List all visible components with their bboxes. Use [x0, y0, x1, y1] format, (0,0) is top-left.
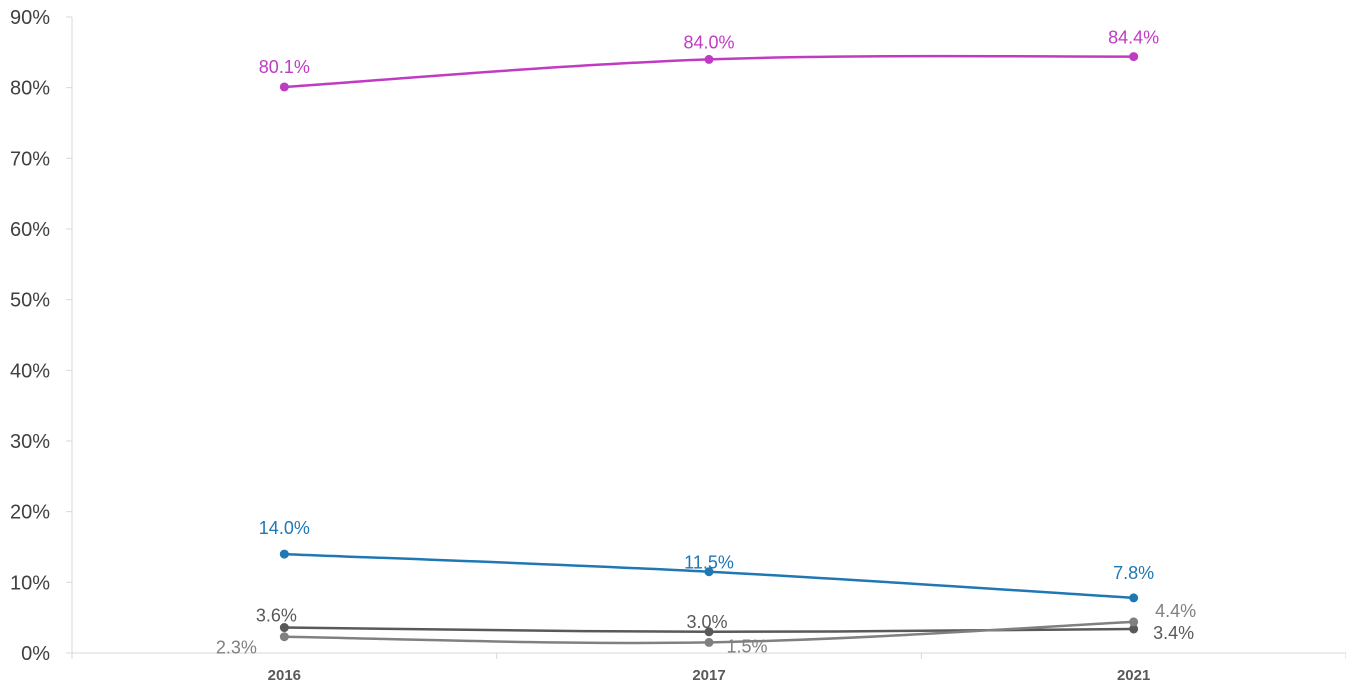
x-axis-ticks: 2016 2017 2021 — [268, 667, 1151, 684]
data-point — [1129, 52, 1139, 62]
y-tick-label: 50% — [10, 290, 50, 312]
y-tick-label: 90% — [10, 7, 50, 29]
y-tick-label: 10% — [10, 572, 50, 594]
data-label: 80.1% — [259, 57, 310, 77]
y-axis-ticks: 0% 10% 20% 30% 40% 50% 60% 70% 80% 90% — [10, 7, 72, 665]
data-point — [704, 54, 714, 64]
y-tick-label: 40% — [10, 360, 50, 382]
data-label: 11.5% — [684, 553, 734, 573]
data-point — [1129, 593, 1139, 603]
axes — [71, 17, 1346, 659]
data-label: 14.0% — [259, 518, 310, 538]
data-label: 3.4% — [1153, 623, 1194, 643]
data-point — [704, 637, 714, 647]
data-point — [279, 82, 289, 92]
x-tick-label: 2016 — [268, 667, 301, 684]
y-tick-label: 60% — [10, 219, 50, 241]
data-point — [279, 632, 289, 642]
data-label: 2.3% — [216, 638, 257, 658]
x-tick-label: 2021 — [1117, 667, 1150, 684]
data-point — [704, 567, 714, 577]
data-point — [704, 627, 714, 637]
data-label: 3.6% — [256, 606, 297, 626]
y-tick-label: 30% — [10, 431, 50, 453]
data-label: 7.8% — [1113, 563, 1154, 583]
y-tick-label: 20% — [10, 502, 50, 524]
data-label: 1.5% — [726, 636, 767, 656]
data-label: 4.4% — [1155, 601, 1196, 621]
y-tick-label: 0% — [21, 643, 50, 665]
data-point — [1129, 617, 1139, 627]
y-tick-label: 70% — [10, 148, 50, 170]
data-label: 3.0% — [686, 612, 727, 632]
series-group — [279, 52, 1139, 647]
data-point — [279, 623, 289, 633]
data-point — [279, 549, 289, 559]
data-labels-group: 80.1% 84.0% 84.4% 14.0% 11.5% 7.8% 3.6% 3.0% 3.4… — [216, 28, 1196, 658]
data-label: 84.4% — [1108, 28, 1159, 48]
x-tick-label: 2017 — [692, 667, 725, 684]
data-label: 84.0% — [683, 32, 734, 52]
data-point — [1129, 624, 1139, 634]
y-tick-label: 80% — [10, 78, 50, 100]
